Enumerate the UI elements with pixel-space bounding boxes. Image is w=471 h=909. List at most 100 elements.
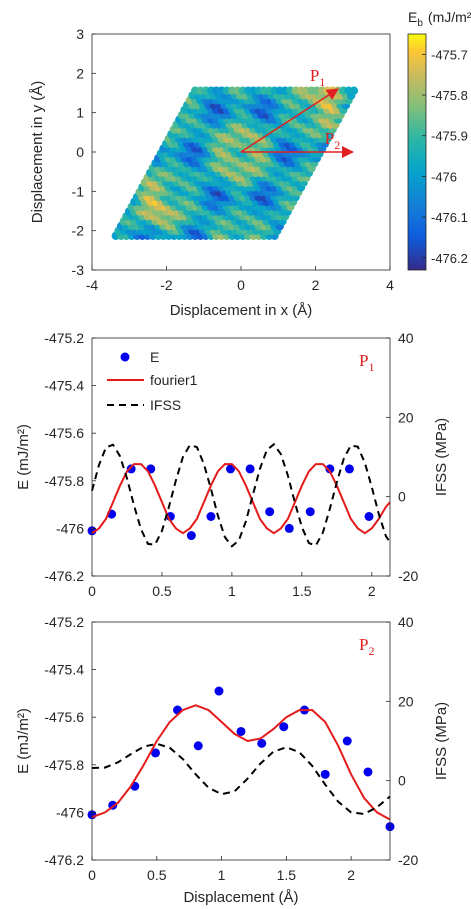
- energy-dot: [349, 86, 359, 95]
- p2-y-label-left: E (mJ/m²): [15, 708, 32, 774]
- y-tick-label: -2: [72, 223, 85, 239]
- heatmap-panel: -4 -2 0 2 4 -3 -2 -1 0 1 2 3 Displacement in x (Å)…: [29, 9, 471, 319]
- y-tick-label-left: -475.2: [44, 330, 84, 346]
- data-point-e: [342, 736, 352, 746]
- x-tick-label: 1: [228, 583, 236, 599]
- colorbar-tick-label: -476: [431, 169, 457, 184]
- y-tick-label-left: -475.6: [44, 425, 84, 441]
- data-point-e: [226, 464, 236, 474]
- x-tick-label: 2: [347, 867, 355, 883]
- y-tick-label: -1: [72, 183, 85, 199]
- colorbar-tick-label: -476.1: [431, 210, 468, 225]
- y-tick-label-left: -476: [56, 520, 84, 536]
- x-tick-label: 1.5: [292, 583, 312, 599]
- y-tick-label-left: -476.2: [44, 568, 84, 584]
- x-tick-label: -2: [160, 277, 173, 293]
- p2-axis-ticks: 0 0.5 1 1.5 2 -475.2 -475.4 -475.6 -475.8 -476 -47…: [44, 614, 418, 883]
- x-tick-label: 0: [88, 867, 96, 883]
- p2-profile-panel: 0 0.5 1 1.5 2 -475.2 -475.4 -475.6 -475.8 -476 -47…: [15, 614, 450, 906]
- colorbar-tick-label: -475.9: [431, 129, 468, 144]
- colorbar-tick-label: -475.8: [431, 88, 468, 103]
- y-tick-label-right: 0: [398, 773, 406, 789]
- colorbar-title: Eb(mJ/m²): [408, 9, 471, 29]
- data-point-e: [279, 722, 289, 732]
- legend-marker-e: [120, 352, 130, 362]
- data-point-e: [206, 512, 216, 521]
- y-tick-label-right: -20: [398, 568, 418, 584]
- vector-label-main: P: [310, 66, 319, 85]
- vector-label: P2: [325, 129, 340, 152]
- x-tick-label: 0.5: [147, 867, 167, 883]
- series-line-fourier1: [91, 704, 391, 821]
- data-point-e: [126, 464, 136, 474]
- heatmap-x-label: Displacement in x (Å): [170, 302, 313, 319]
- p1-plot-area: [87, 442, 391, 548]
- data-point-e: [245, 464, 255, 474]
- x-tick-label: 4: [386, 277, 394, 293]
- colorbar: [407, 33, 427, 271]
- y-tick-label: 1: [76, 105, 84, 121]
- vector-arrow: [240, 88, 339, 153]
- series-line-ifss: [91, 742, 391, 816]
- data-point-e: [320, 769, 330, 779]
- y-tick-label: 2: [76, 65, 84, 81]
- x-tick-label: -4: [86, 277, 99, 293]
- y-tick-label-left: -475.8: [44, 757, 84, 773]
- data-point-e: [284, 523, 294, 533]
- x-tick-label: 0: [237, 277, 245, 293]
- y-tick-label-right: 40: [398, 330, 414, 346]
- p1-y-label-right: IFSS (MPa): [433, 418, 450, 496]
- y-tick-label: 3: [76, 26, 84, 42]
- vector-label-sub: 1: [319, 75, 325, 89]
- p1-axis-ticks: 0 0.5 1 1.5 2 -475.2 -475.4 -475.6 -475.8 -476 -47…: [44, 330, 418, 599]
- y-tick-label-right: 20: [398, 409, 414, 425]
- legend-label-ifss: IFSS: [150, 397, 181, 413]
- legend-label-e: E: [150, 349, 159, 365]
- x-tick-label: 0: [88, 583, 96, 599]
- p1-legend: E fourier1 IFSS: [107, 349, 198, 413]
- colorbar-tick-label: -475.7: [431, 47, 468, 62]
- x-tick-label: 2: [368, 583, 376, 599]
- data-point-e: [305, 507, 315, 517]
- y-tick-label-right: 0: [398, 489, 406, 505]
- p1-panel-label: P1: [359, 351, 374, 374]
- y-tick-label-right: -20: [398, 852, 418, 868]
- data-point-e: [364, 512, 374, 521]
- legend-label-fourier1: fourier1: [150, 372, 198, 388]
- x-tick-label: 0.5: [152, 583, 172, 599]
- x-tick-label: 1: [218, 867, 226, 883]
- y-tick-label-left: -475.4: [44, 662, 84, 678]
- data-point-e: [150, 748, 160, 758]
- data-point-e: [344, 464, 354, 474]
- p1-profile-panel: 0 0.5 1 1.5 2 -475.2 -475.4 -475.6 -475.8 -476 -47…: [15, 330, 450, 599]
- heatmap-y-label: Displacement in y (Å): [29, 81, 46, 224]
- y-tick-label-right: 20: [398, 693, 414, 709]
- y-tick-label-left: -476: [56, 804, 84, 820]
- data-point-e: [257, 738, 267, 748]
- series-line-fourier1: [91, 463, 391, 535]
- p2-panel-label: P2: [359, 635, 374, 658]
- p2-x-label: Displacement (Å): [183, 889, 298, 906]
- data-point-e: [325, 464, 335, 474]
- series-line-ifss: [91, 442, 391, 548]
- y-tick-label-left: -475.6: [44, 709, 84, 725]
- heatmap-x-ticks: -4 -2 0 2 4: [86, 266, 394, 293]
- data-point-e: [265, 507, 275, 517]
- vector-label: P1: [310, 66, 325, 89]
- data-point-e: [193, 741, 203, 751]
- data-point-e: [214, 686, 224, 696]
- y-tick-label-left: -475.4: [44, 378, 84, 394]
- heatmap-y-ticks: -3 -2 -1 0 1 2 3: [72, 26, 96, 278]
- vector-label-main: P: [325, 129, 334, 148]
- y-tick-label-left: -475.8: [44, 473, 84, 489]
- p1-axes-box: [91, 337, 391, 577]
- p2-plot-area: [87, 686, 395, 832]
- vector-label-sub: 2: [334, 138, 340, 152]
- colorbar-tick-label: -476.2: [431, 251, 468, 266]
- y-tick-label: -3: [72, 262, 85, 278]
- p1-y-label-left: E (mJ/m²): [15, 424, 32, 490]
- y-tick-label-right: 40: [398, 614, 414, 630]
- y-tick-label-left: -476.2: [44, 852, 84, 868]
